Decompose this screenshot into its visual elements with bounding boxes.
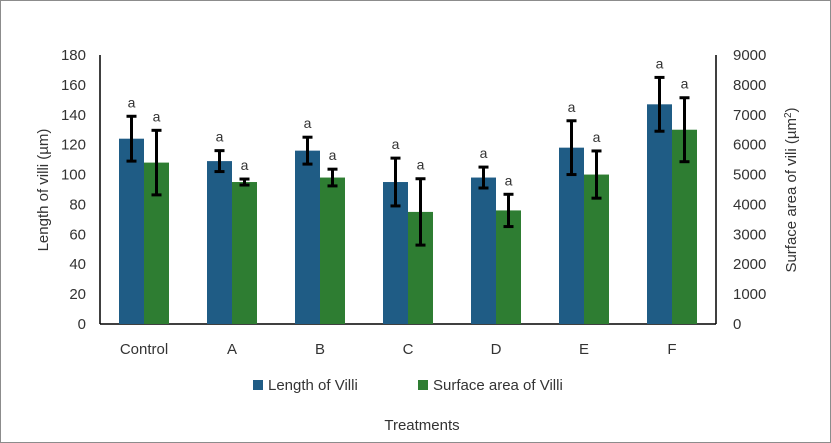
bar-length [647, 104, 672, 324]
x-tick-label: E [579, 341, 589, 358]
x-tick-label: C [403, 341, 414, 358]
legend: Length of Villi Surface area of Villi [253, 377, 563, 394]
x-tick-label: B [315, 341, 325, 358]
y-axis-right: 0 1000 2000 3000 4000 5000 6000 7000 8000 9000 [715, 47, 766, 333]
bar-length [471, 177, 496, 324]
x-axis-title: Treatments [384, 417, 459, 434]
x-tick-label: Control [120, 341, 168, 358]
y2-tick-label: 5000 [733, 167, 766, 184]
significance-labels-layer: a a a a a a a a a a a a a a [128, 55, 689, 188]
bar-surface [320, 177, 345, 324]
significance-label: a [505, 172, 513, 188]
significance-label: a [593, 129, 601, 145]
x-tick-label: F [667, 341, 676, 358]
y2-tick-label: 9000 [733, 47, 766, 64]
y-tick-label: 60 [69, 226, 86, 243]
significance-label: a [480, 145, 488, 161]
x-tick-label: D [491, 341, 502, 358]
bar-surface [232, 182, 257, 324]
y2-axis-title-base: Surface area of vili (µm [783, 118, 800, 273]
significance-label: a [153, 108, 161, 124]
bar-length [295, 150, 320, 324]
y-tick-label: 0 [78, 316, 86, 333]
bar-length [207, 161, 232, 324]
significance-label: a [241, 157, 249, 173]
significance-label: a [417, 157, 425, 173]
error-bars-layer [126, 75, 690, 247]
legend-swatch-surface [418, 380, 428, 390]
y-tick-label: 120 [61, 137, 86, 154]
significance-label: a [681, 76, 689, 92]
y2-tick-label: 1000 [733, 286, 766, 303]
y-tick-label: 180 [61, 47, 86, 64]
significance-label: a [329, 147, 337, 163]
significance-label: a [568, 99, 576, 115]
y2-tick-label: 0 [733, 316, 741, 333]
y2-tick-label: 2000 [733, 256, 766, 273]
legend-label-surface: Surface area of Villi [433, 377, 563, 394]
x-tick-label: A [227, 341, 237, 358]
y-tick-label: 140 [61, 107, 86, 124]
legend-swatch-length [253, 380, 263, 390]
y2-tick-label: 8000 [733, 77, 766, 94]
bar-length [119, 138, 144, 324]
y-tick-label: 100 [61, 167, 86, 184]
y-axis-left: 0 20 40 60 80 100 120 140 160 180 [61, 47, 101, 333]
legend-label-length: Length of Villi [268, 377, 358, 394]
y-tick-label: 20 [69, 286, 86, 303]
significance-label: a [392, 136, 400, 152]
x-axis: Control A B C D E F [100, 323, 716, 358]
significance-label: a [304, 115, 312, 131]
y-tick-label: 40 [69, 256, 86, 273]
y2-axis-title: Surface area of vili (µm2) [783, 107, 801, 272]
y-axis-title: Length of villi (µm) [35, 129, 52, 252]
significance-label: a [216, 129, 224, 145]
y-tick-label: 80 [69, 196, 86, 213]
y2-tick-label: 6000 [733, 137, 766, 154]
bar-length [559, 147, 584, 324]
y2-axis-title-superscript: 2 [783, 112, 794, 118]
y2-axis-title-end: ) [783, 107, 800, 112]
significance-label: a [656, 55, 664, 71]
y2-tick-label: 3000 [733, 226, 766, 243]
y2-tick-label: 7000 [733, 107, 766, 124]
significance-label: a [128, 94, 136, 110]
bar-surface [496, 210, 521, 324]
y2-tick-label: 4000 [733, 196, 766, 213]
bars-layer [119, 104, 697, 324]
y-tick-label: 160 [61, 77, 86, 94]
